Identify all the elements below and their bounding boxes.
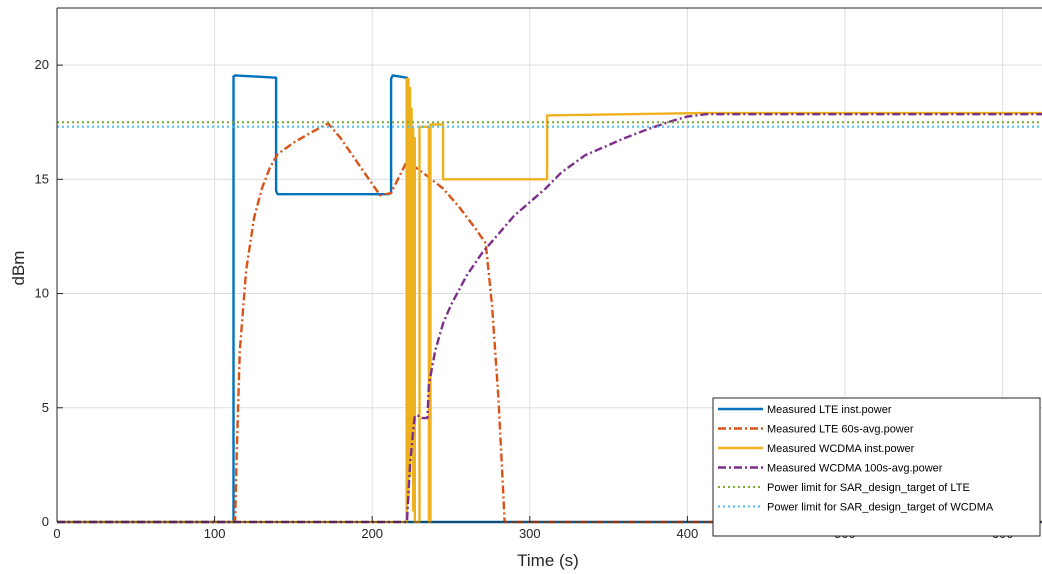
y-tick-label: 10 — [35, 286, 49, 301]
legend-box — [712, 397, 1041, 537]
y-tick-label: 15 — [35, 171, 49, 186]
x-tick-label: 200 — [361, 526, 383, 541]
x-tick-label: 400 — [677, 526, 699, 541]
y-tick-label: 0 — [42, 514, 49, 529]
series-line-4 — [57, 112, 1042, 524]
series-line-2 — [57, 122, 1042, 524]
x-tick-label: 100 — [204, 526, 226, 541]
legend-entry: Measured LTE 60s-avg.power — [767, 424, 914, 436]
x-axis-label: Time (s) — [517, 551, 579, 570]
legend-entry: Power limit for SAR_design_target of WCD… — [767, 502, 994, 514]
x-tick-label: 0 — [53, 526, 60, 541]
legend-entry: Measured WCDMA 100s-avg.power — [767, 463, 943, 475]
y-axis-label: dBm — [9, 251, 28, 286]
legend-entry: Measured LTE inst.power — [767, 404, 892, 416]
x-tick-label: 300 — [519, 526, 541, 541]
legend-entry: Measured WCDMA inst.power — [767, 443, 915, 455]
legend: Measured LTE inst.power Measured LTE 60s-… — [712, 397, 1041, 537]
y-tick-label: 20 — [35, 57, 49, 72]
legend-entry: Power limit for SAR_design_target of LTE — [767, 482, 970, 494]
y-tick-label: 5 — [42, 400, 49, 415]
